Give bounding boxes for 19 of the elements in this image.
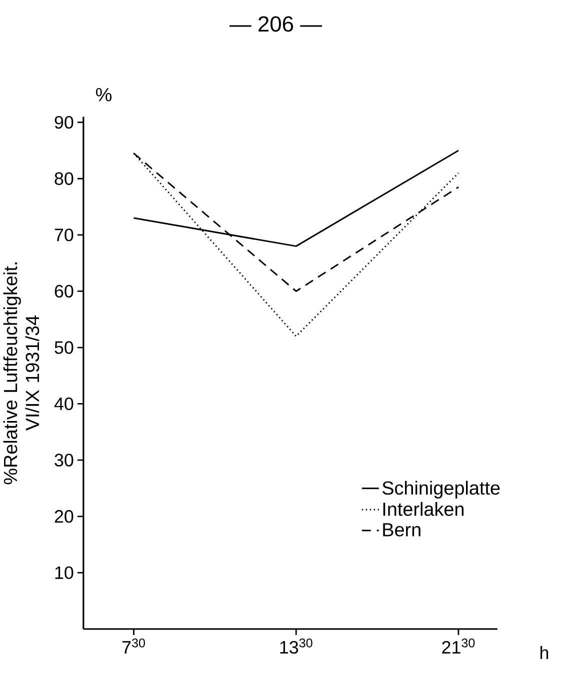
x-tick-label: 13$^{30}$ xyxy=(280,638,312,654)
legend-label: Schinigeplatte xyxy=(382,480,500,498)
x-tick-label: 7$^{30}$ xyxy=(122,638,146,654)
y-tick-label: 80 xyxy=(54,172,74,185)
x-tick-label: 21$^{30}$ xyxy=(442,638,475,654)
legend-label: Bern xyxy=(383,523,420,536)
text: % xyxy=(96,88,112,102)
y-tick-label: 60 xyxy=(55,284,74,298)
y-tick-label: 70 xyxy=(55,228,74,242)
x-axis-title: h xyxy=(540,646,548,659)
y-tick-label: 40 xyxy=(54,397,74,410)
y-tick-label: 90 xyxy=(54,116,74,129)
y-tick-label: 20 xyxy=(55,510,74,523)
legend-label: Interlaken xyxy=(383,502,464,516)
y-tick-label: 10 xyxy=(55,566,74,580)
y-tick-label: 30 xyxy=(54,454,74,466)
y-tick-label: 50 xyxy=(54,341,74,354)
text: — 206 — xyxy=(230,16,322,32)
y-axis-title: %Relative Luftfeuchtigkeit. VI/IX 1931/34 xyxy=(3,262,40,484)
